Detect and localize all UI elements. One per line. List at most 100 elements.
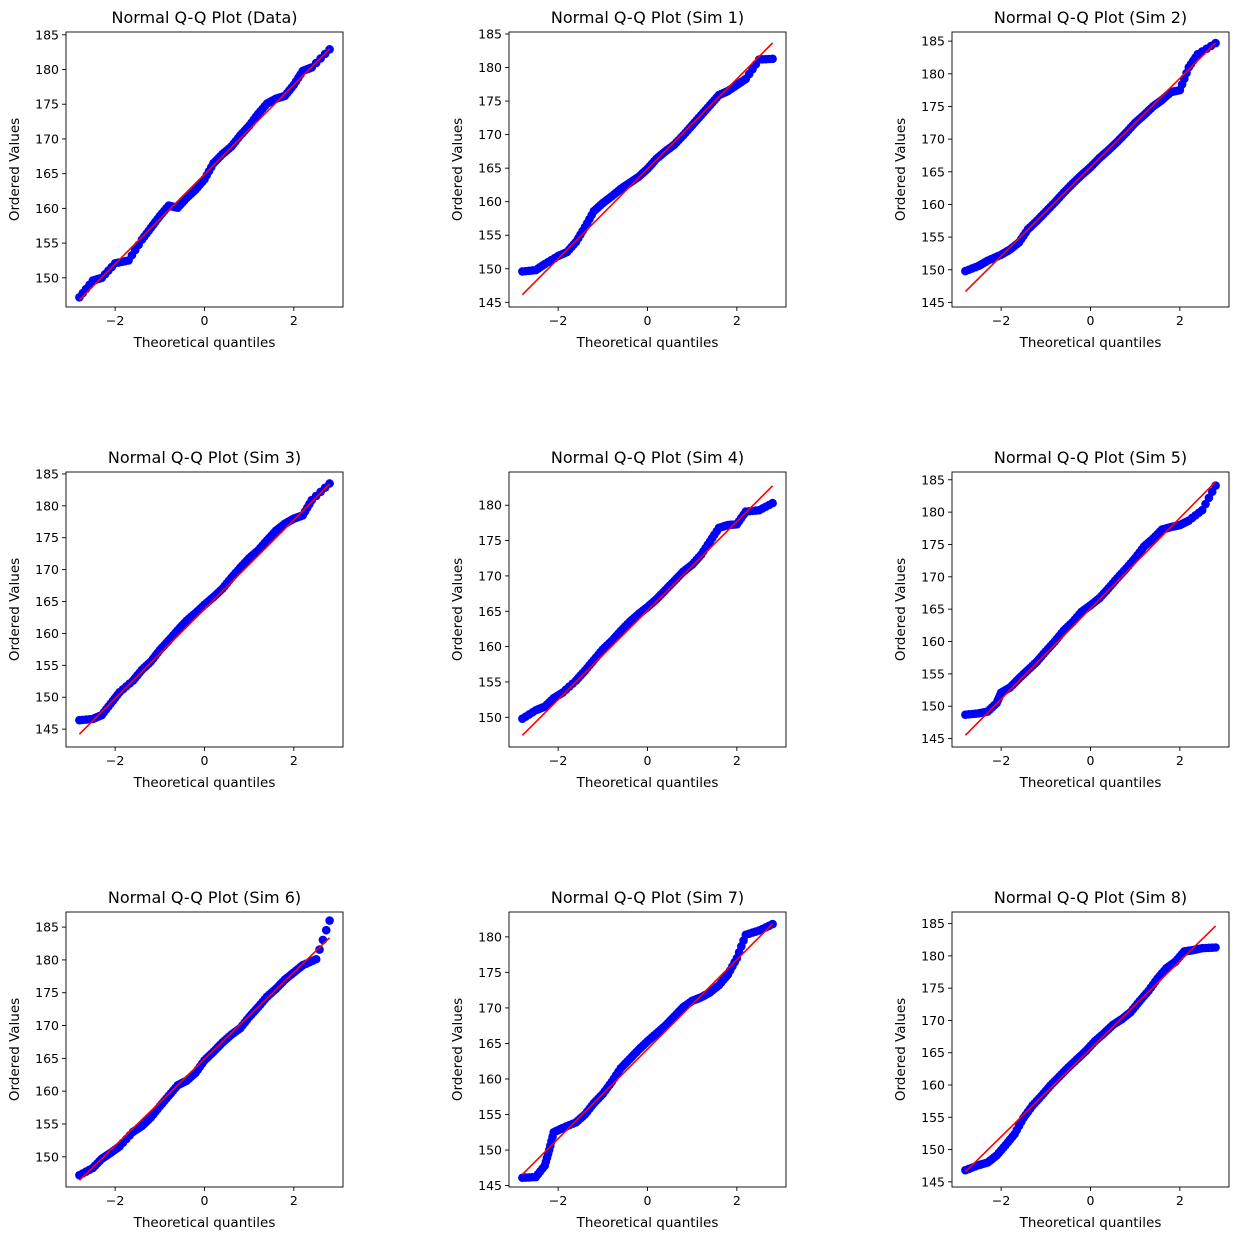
x-tick-label: −2 <box>106 1193 124 1208</box>
x-tick-label: 0 <box>644 1193 652 1208</box>
x-tick-label: −2 <box>992 1193 1010 1208</box>
data-points <box>75 916 334 1180</box>
reference-fit-line <box>521 485 774 736</box>
x-tick-label: −2 <box>992 753 1010 768</box>
x-tick-label: 0 <box>201 1193 209 1208</box>
y-tick-label: 160 <box>921 197 945 212</box>
data-point <box>311 954 321 964</box>
y-tick-label: 145 <box>35 722 59 737</box>
y-tick-label: 165 <box>35 1051 59 1066</box>
y-tick-label: 175 <box>478 965 502 980</box>
y-tick-label: 175 <box>921 537 945 552</box>
x-axis-label: Theoretical quantiles <box>133 1215 276 1231</box>
reference-fit-line <box>964 481 1217 736</box>
y-tick-label: 180 <box>35 498 59 513</box>
data-point <box>318 935 328 945</box>
x-tick-label: 0 <box>644 753 652 768</box>
qq-panel-7: Normal Q-Q Plot (Sim 6) −2 0 2 150 155 160 165 1… <box>7 888 344 1231</box>
y-tick-label: 165 <box>921 602 945 617</box>
y-tick-label: 175 <box>921 981 945 996</box>
data-point <box>1211 943 1220 952</box>
x-tick-label: 2 <box>733 313 741 328</box>
data-point <box>315 945 324 954</box>
y-tick-label: 175 <box>478 533 502 548</box>
y-tick-label: 160 <box>478 194 502 209</box>
x-tick-label: 2 <box>1176 753 1184 768</box>
x-tick-label: 0 <box>1087 753 1095 768</box>
y-tick-label: 170 <box>35 1018 59 1033</box>
y-axis-label: Ordered Values <box>450 118 466 221</box>
panel-title: Normal Q-Q Plot (Sim 1) <box>551 8 744 27</box>
data-point <box>321 925 331 935</box>
x-tick-label: 2 <box>733 1193 741 1208</box>
y-tick-label: 185 <box>35 27 59 42</box>
y-tick-label: 160 <box>35 1084 59 1099</box>
y-tick-label: 175 <box>35 97 59 112</box>
x-tick-label: 0 <box>1087 313 1095 328</box>
x-tick-label: −2 <box>992 313 1010 328</box>
y-tick-label: 185 <box>478 27 502 42</box>
y-tick-label: 155 <box>921 230 945 245</box>
y-tick-label: 185 <box>35 466 59 481</box>
panel-title: Normal Q-Q Plot (Sim 5) <box>994 448 1187 467</box>
y-tick-label: 180 <box>478 60 502 75</box>
y-tick-label: 160 <box>35 626 59 641</box>
x-axis-label: Theoretical quantiles <box>1019 335 1162 351</box>
y-tick-label: 180 <box>478 929 502 944</box>
y-tick-label: 160 <box>478 1071 502 1086</box>
y-tick-label: 150 <box>921 1142 945 1157</box>
x-tick-label: 2 <box>1176 1193 1184 1208</box>
reference-fit-line <box>78 483 331 735</box>
y-tick-label: 170 <box>921 132 945 147</box>
y-tick-label: 185 <box>921 472 945 487</box>
y-tick-label: 170 <box>921 1013 945 1028</box>
y-tick-label: 155 <box>478 674 502 689</box>
panel-title: Normal Q-Q Plot (Sim 7) <box>551 888 744 907</box>
data-point <box>768 498 777 508</box>
y-tick-label: 150 <box>921 262 945 277</box>
y-tick-label: 170 <box>478 1000 502 1015</box>
y-tick-label: 170 <box>35 131 59 146</box>
data-points <box>961 481 1220 719</box>
x-tick-label: −2 <box>549 1193 567 1208</box>
x-tick-label: 0 <box>201 313 209 328</box>
y-tick-label: 180 <box>35 952 59 967</box>
y-tick-label: 185 <box>35 920 59 935</box>
y-tick-label: 145 <box>921 731 945 746</box>
y-tick-label: 155 <box>921 1110 945 1125</box>
data-points <box>961 38 1220 276</box>
y-axis-label: Ordered Values <box>893 998 909 1101</box>
y-tick-label: 165 <box>35 594 59 609</box>
data-point <box>325 916 334 925</box>
y-tick-label: 175 <box>35 985 59 1000</box>
y-tick-label: 165 <box>478 604 502 619</box>
x-tick-label: 2 <box>1176 313 1184 328</box>
x-tick-label: 2 <box>733 753 741 768</box>
y-tick-label: 185 <box>921 34 945 49</box>
qq-panel-9: Normal Q-Q Plot (Sim 8) −2 0 2 145 150 155 160 1… <box>893 888 1230 1231</box>
y-tick-label: 150 <box>478 1143 502 1158</box>
y-tick-label: 175 <box>921 99 945 114</box>
reference-fit-line <box>521 923 774 1176</box>
y-tick-label: 155 <box>35 236 59 251</box>
qq-panel-5: Normal Q-Q Plot (Sim 4) −2 0 2 150 155 160 165 1… <box>450 448 787 791</box>
data-points <box>75 479 334 725</box>
y-tick-label: 160 <box>921 1078 945 1093</box>
y-axis-label: Ordered Values <box>450 998 466 1101</box>
x-tick-label: 0 <box>201 753 209 768</box>
x-tick-label: 2 <box>290 1193 298 1208</box>
y-tick-label: 150 <box>35 690 59 705</box>
qq-panel-2: Normal Q-Q Plot (Sim 1) −2 0 2 145 150 155 160 1… <box>450 8 787 351</box>
x-tick-label: 2 <box>290 753 298 768</box>
reference-fit-line <box>78 937 331 1181</box>
y-tick-label: 180 <box>921 66 945 81</box>
reference-fit-line <box>521 42 774 296</box>
x-axis-label: Theoretical quantiles <box>576 775 719 791</box>
axes-frame <box>65 911 344 1188</box>
y-tick-label: 160 <box>35 201 59 216</box>
x-axis-label: Theoretical quantiles <box>133 335 276 351</box>
qq-panel-1: Normal Q-Q Plot (Data) −2 0 2 150 155 160 165 17… <box>7 8 344 351</box>
panel-title: Normal Q-Q Plot (Sim 3) <box>108 448 301 467</box>
y-axis-label: Ordered Values <box>7 118 23 221</box>
y-tick-label: 155 <box>35 1116 59 1131</box>
